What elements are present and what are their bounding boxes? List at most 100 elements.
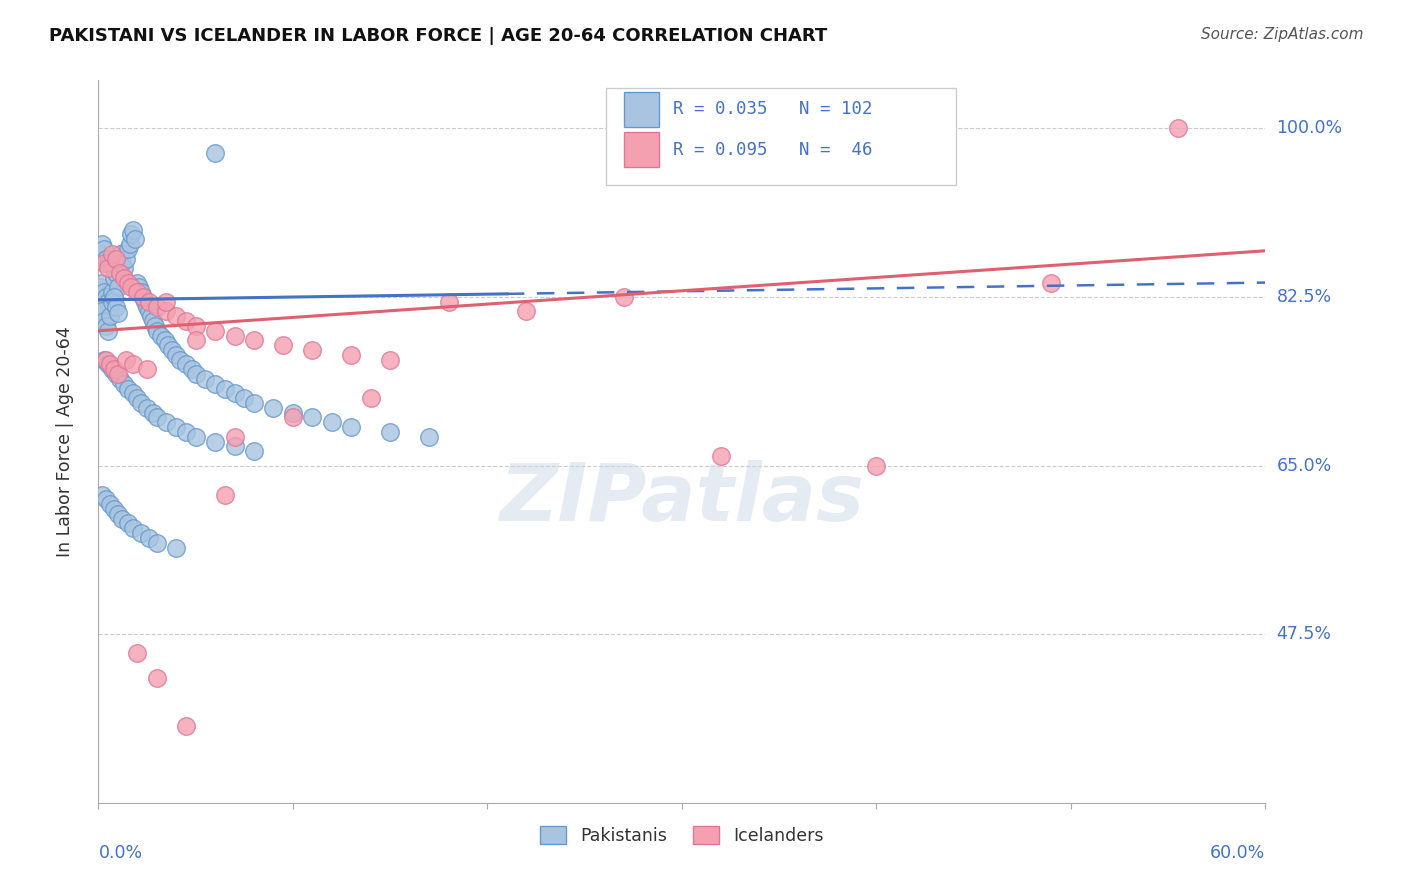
Point xyxy=(103,362,125,376)
Point xyxy=(138,304,160,318)
Point xyxy=(98,497,121,511)
Point xyxy=(243,334,266,348)
Point xyxy=(184,334,207,348)
Point xyxy=(184,430,207,444)
Point xyxy=(97,256,120,270)
Point xyxy=(437,294,460,309)
Point xyxy=(271,338,294,352)
Point xyxy=(93,285,115,300)
Point xyxy=(143,318,166,333)
Point xyxy=(129,526,152,541)
Point xyxy=(117,382,139,396)
Point xyxy=(301,410,323,425)
Point xyxy=(108,372,131,386)
Point xyxy=(418,430,440,444)
Point xyxy=(174,425,197,439)
Point xyxy=(204,324,226,338)
Point xyxy=(165,310,187,324)
Point xyxy=(146,671,169,685)
Point xyxy=(112,270,135,285)
Point xyxy=(122,386,145,401)
Point xyxy=(91,487,114,501)
Point xyxy=(89,246,111,260)
Point xyxy=(108,266,131,280)
Point xyxy=(710,449,733,463)
Point xyxy=(515,304,537,318)
Point xyxy=(214,487,236,501)
Legend: Pakistanis, Icelanders: Pakistanis, Icelanders xyxy=(533,819,831,852)
Point xyxy=(142,406,165,420)
Text: R = 0.095   N =  46: R = 0.095 N = 46 xyxy=(672,141,872,159)
Point xyxy=(89,280,111,294)
Point xyxy=(93,352,115,367)
Point xyxy=(129,285,152,300)
Point xyxy=(360,391,382,405)
Text: 65.0%: 65.0% xyxy=(1277,457,1331,475)
Point xyxy=(129,396,152,410)
Point xyxy=(124,232,146,246)
Point xyxy=(103,502,125,516)
Point xyxy=(127,391,149,405)
Point xyxy=(224,386,246,401)
Point xyxy=(321,415,343,429)
Point xyxy=(340,420,363,434)
Point xyxy=(98,300,121,314)
Point xyxy=(146,324,169,338)
Text: Source: ZipAtlas.com: Source: ZipAtlas.com xyxy=(1201,27,1364,42)
Point xyxy=(103,290,125,304)
Point xyxy=(96,352,118,367)
Point xyxy=(180,362,202,376)
Text: 0.0%: 0.0% xyxy=(98,845,142,863)
Point xyxy=(112,261,135,276)
Point xyxy=(97,261,120,276)
Point xyxy=(204,434,226,449)
Point xyxy=(134,294,156,309)
Point xyxy=(165,348,187,362)
Point xyxy=(107,507,129,521)
FancyBboxPatch shape xyxy=(606,87,956,185)
Point xyxy=(114,352,136,367)
Point xyxy=(380,425,402,439)
Point xyxy=(155,415,177,429)
Point xyxy=(1040,276,1063,290)
Point xyxy=(91,304,114,318)
Point xyxy=(122,358,145,372)
Point xyxy=(101,362,124,376)
Point xyxy=(380,352,402,367)
Point xyxy=(136,362,159,376)
Point xyxy=(122,222,145,236)
Point xyxy=(224,430,246,444)
Point xyxy=(122,521,145,535)
Text: ZIPatlas: ZIPatlas xyxy=(499,460,865,539)
Point xyxy=(139,310,162,324)
Text: 100.0%: 100.0% xyxy=(1277,120,1343,137)
Point xyxy=(155,304,177,318)
Point xyxy=(132,290,155,304)
Point xyxy=(262,401,284,415)
Point xyxy=(138,531,160,545)
Point xyxy=(224,439,246,453)
Point xyxy=(107,280,129,294)
Point xyxy=(184,367,207,381)
Point xyxy=(104,266,127,280)
Point xyxy=(204,145,226,160)
Point xyxy=(111,256,134,270)
Point xyxy=(112,376,135,391)
Point xyxy=(146,300,169,314)
Point xyxy=(104,367,127,381)
Point xyxy=(1167,121,1189,136)
Point xyxy=(132,290,155,304)
Point xyxy=(111,511,134,525)
Point xyxy=(91,276,114,290)
Point xyxy=(127,285,149,300)
Point xyxy=(174,314,197,328)
Point xyxy=(104,300,127,314)
Point xyxy=(165,541,187,555)
Point xyxy=(96,318,118,333)
Point xyxy=(146,535,169,549)
Point xyxy=(117,242,139,256)
Point xyxy=(157,338,180,352)
Point xyxy=(165,420,187,434)
Point xyxy=(865,458,887,473)
Point xyxy=(174,358,197,372)
